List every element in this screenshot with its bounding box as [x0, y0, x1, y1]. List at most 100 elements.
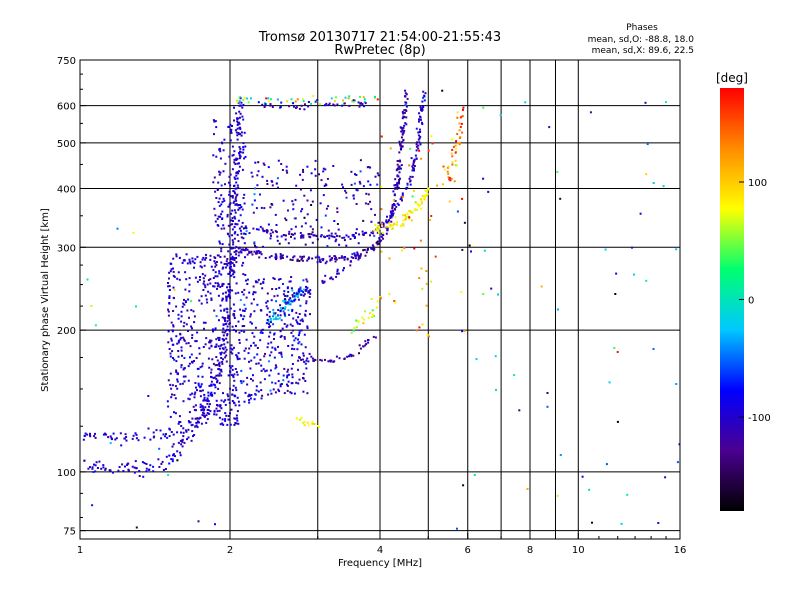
echo-point — [307, 101, 310, 103]
echo-point — [193, 321, 196, 324]
echo-point — [231, 255, 234, 258]
echo-point — [221, 299, 224, 302]
echo-point — [296, 259, 299, 262]
echo-point — [616, 351, 619, 353]
echo-point — [183, 298, 185, 301]
echo-point — [349, 260, 352, 263]
echo-point — [170, 337, 173, 340]
echo-point — [213, 256, 216, 259]
echo-point — [169, 415, 172, 418]
echo-point — [255, 389, 258, 392]
echo-point — [396, 187, 399, 190]
echo-point — [125, 439, 128, 442]
echo-point — [206, 408, 209, 411]
echo-point — [239, 299, 242, 301]
echo-point — [205, 421, 208, 424]
echo-point — [207, 290, 210, 293]
echo-point — [300, 225, 303, 228]
echo-point — [190, 325, 193, 328]
echo-point — [311, 241, 314, 244]
echo-point — [396, 174, 399, 177]
echo-point — [256, 303, 259, 306]
echo-point — [459, 116, 462, 119]
echo-point — [196, 426, 199, 429]
echo-point — [299, 232, 302, 234]
echo-point — [297, 359, 300, 362]
echo-point — [183, 321, 186, 324]
echo-point — [253, 193, 256, 196]
echo-point — [255, 362, 258, 365]
echo-point — [284, 217, 287, 220]
echo-point — [317, 425, 319, 427]
echo-point — [378, 237, 381, 239]
echo-point — [252, 374, 254, 377]
echo-point — [389, 147, 392, 150]
echo-point — [232, 220, 234, 222]
echo-point — [335, 355, 338, 358]
echo-point — [237, 186, 240, 189]
echo-point — [318, 260, 321, 263]
echo-point — [231, 348, 234, 351]
echo-point — [235, 174, 238, 177]
echo-point — [149, 438, 152, 441]
echo-point — [147, 468, 150, 471]
echo-point — [182, 368, 185, 371]
echo-point — [226, 215, 229, 218]
echo-point — [204, 343, 207, 346]
echo-point — [104, 468, 107, 471]
echo-point — [308, 352, 311, 355]
echo-point — [92, 471, 95, 473]
echo-point — [343, 102, 346, 105]
echo-point — [218, 372, 221, 375]
echo-point — [226, 316, 229, 319]
echo-point — [309, 313, 311, 316]
echo-point — [89, 432, 91, 435]
echo-point — [284, 315, 287, 318]
echo-point — [180, 366, 183, 369]
echo-point — [451, 155, 454, 158]
echo-point — [263, 355, 266, 358]
echo-point — [298, 341, 301, 343]
echo-point — [377, 231, 380, 234]
echo-point — [199, 395, 202, 398]
echo-point — [202, 411, 204, 414]
echo-point — [645, 279, 648, 282]
echo-point — [199, 265, 202, 268]
echo-point — [231, 368, 234, 371]
echo-point — [242, 99, 245, 102]
echo-point — [224, 412, 227, 415]
echo-point — [240, 206, 243, 208]
echo-point — [295, 319, 298, 322]
echo-point — [377, 174, 380, 177]
echo-point — [370, 220, 373, 223]
echo-point — [216, 410, 219, 413]
echo-point — [428, 335, 431, 338]
echo-point — [419, 135, 422, 138]
echo-point — [239, 380, 242, 383]
echo-point — [208, 384, 211, 387]
echo-point — [307, 290, 310, 293]
echo-point — [176, 378, 179, 381]
echo-point — [327, 205, 330, 208]
echo-point — [286, 255, 289, 258]
echo-point — [224, 399, 227, 402]
echo-point — [215, 399, 218, 402]
echo-point — [238, 96, 241, 99]
echo-point — [202, 282, 205, 285]
echo-point — [306, 199, 309, 202]
echo-point — [388, 257, 391, 260]
echo-point — [257, 101, 260, 104]
echo-point — [291, 324, 294, 327]
echo-point — [391, 213, 393, 216]
echo-point — [167, 308, 169, 311]
echo-point — [202, 346, 205, 348]
echo-point — [385, 221, 388, 224]
echo-point — [176, 373, 179, 376]
echo-point — [187, 298, 190, 301]
echo-point — [395, 169, 398, 172]
echo-point — [313, 423, 316, 425]
echo-point — [214, 275, 217, 278]
echo-point — [225, 260, 228, 263]
echo-point — [252, 291, 255, 294]
echo-point — [219, 147, 221, 150]
